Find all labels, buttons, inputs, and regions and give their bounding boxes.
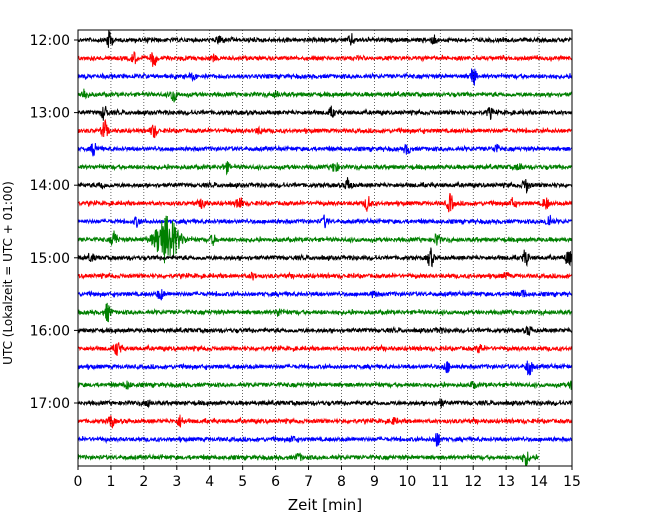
trace-row-22 bbox=[77, 432, 573, 448]
trace-row-21 bbox=[77, 414, 573, 429]
trace-row-3 bbox=[77, 88, 573, 103]
x-tick-label-5: 5 bbox=[238, 474, 247, 490]
y-tick-label-2: 14:00 bbox=[30, 178, 70, 194]
x-tick-label-6: 6 bbox=[271, 474, 280, 490]
x-axis-label: Zeit [min] bbox=[288, 496, 362, 514]
trace-row-1 bbox=[77, 51, 573, 67]
axis-layer: 0 1 2 3 4 5 6 7 8 9 10 11 12 13 14 1512:0013:0014:0015:… bbox=[30, 33, 581, 490]
trace-row-5 bbox=[78, 118, 572, 139]
y-tick-label-1: 13:00 bbox=[30, 106, 70, 122]
x-tick-label-1: 1 bbox=[106, 474, 115, 490]
trace-row-16 bbox=[77, 325, 573, 336]
trace-row-17 bbox=[77, 342, 572, 356]
trace-row-7 bbox=[77, 161, 572, 176]
trace-row-19 bbox=[77, 380, 573, 390]
trace-row-12 bbox=[77, 247, 573, 268]
trace-row-15 bbox=[77, 302, 572, 323]
trace-row-14 bbox=[77, 289, 573, 301]
y-tick-label-0: 12:00 bbox=[30, 33, 70, 49]
trace-row-0 bbox=[77, 29, 572, 48]
x-tick-label-10: 10 bbox=[398, 474, 416, 490]
x-tick-label-0: 0 bbox=[74, 474, 83, 490]
y-tick-label-5: 17:00 bbox=[30, 396, 70, 412]
plot-frame bbox=[77, 29, 573, 467]
trace-row-18 bbox=[77, 360, 573, 376]
x-tick-label-12: 12 bbox=[464, 474, 482, 490]
y-axis-label: UTC (Lokalzeit = UTC + 01:00) bbox=[1, 181, 15, 365]
trace-row-4 bbox=[77, 105, 573, 121]
x-tick-label-7: 7 bbox=[304, 474, 313, 490]
x-tick-label-2: 2 bbox=[139, 474, 148, 490]
x-tick-label-8: 8 bbox=[337, 474, 346, 490]
x-tick-label-9: 9 bbox=[370, 474, 379, 490]
trace-row-13 bbox=[77, 271, 572, 281]
x-tick-label-4: 4 bbox=[205, 474, 214, 490]
trace-row-6 bbox=[77, 142, 572, 157]
trace-row-8 bbox=[77, 177, 573, 194]
traces-layer bbox=[77, 29, 573, 467]
trace-row-11 bbox=[77, 215, 573, 264]
x-tick-label-11: 11 bbox=[431, 474, 449, 490]
x-tick-label-3: 3 bbox=[172, 474, 181, 490]
trace-row-2 bbox=[77, 68, 573, 86]
x-tick-label-14: 14 bbox=[530, 474, 548, 490]
grid-layer bbox=[110, 30, 540, 466]
trace-row-10 bbox=[77, 214, 573, 229]
trace-row-9 bbox=[77, 193, 573, 213]
x-tick-label-15: 15 bbox=[563, 474, 581, 490]
x-tick-label-13: 13 bbox=[497, 474, 515, 490]
y-tick-label-3: 15:00 bbox=[30, 251, 70, 267]
y-tick-label-4: 16:00 bbox=[30, 323, 70, 339]
trace-row-20 bbox=[77, 398, 573, 409]
